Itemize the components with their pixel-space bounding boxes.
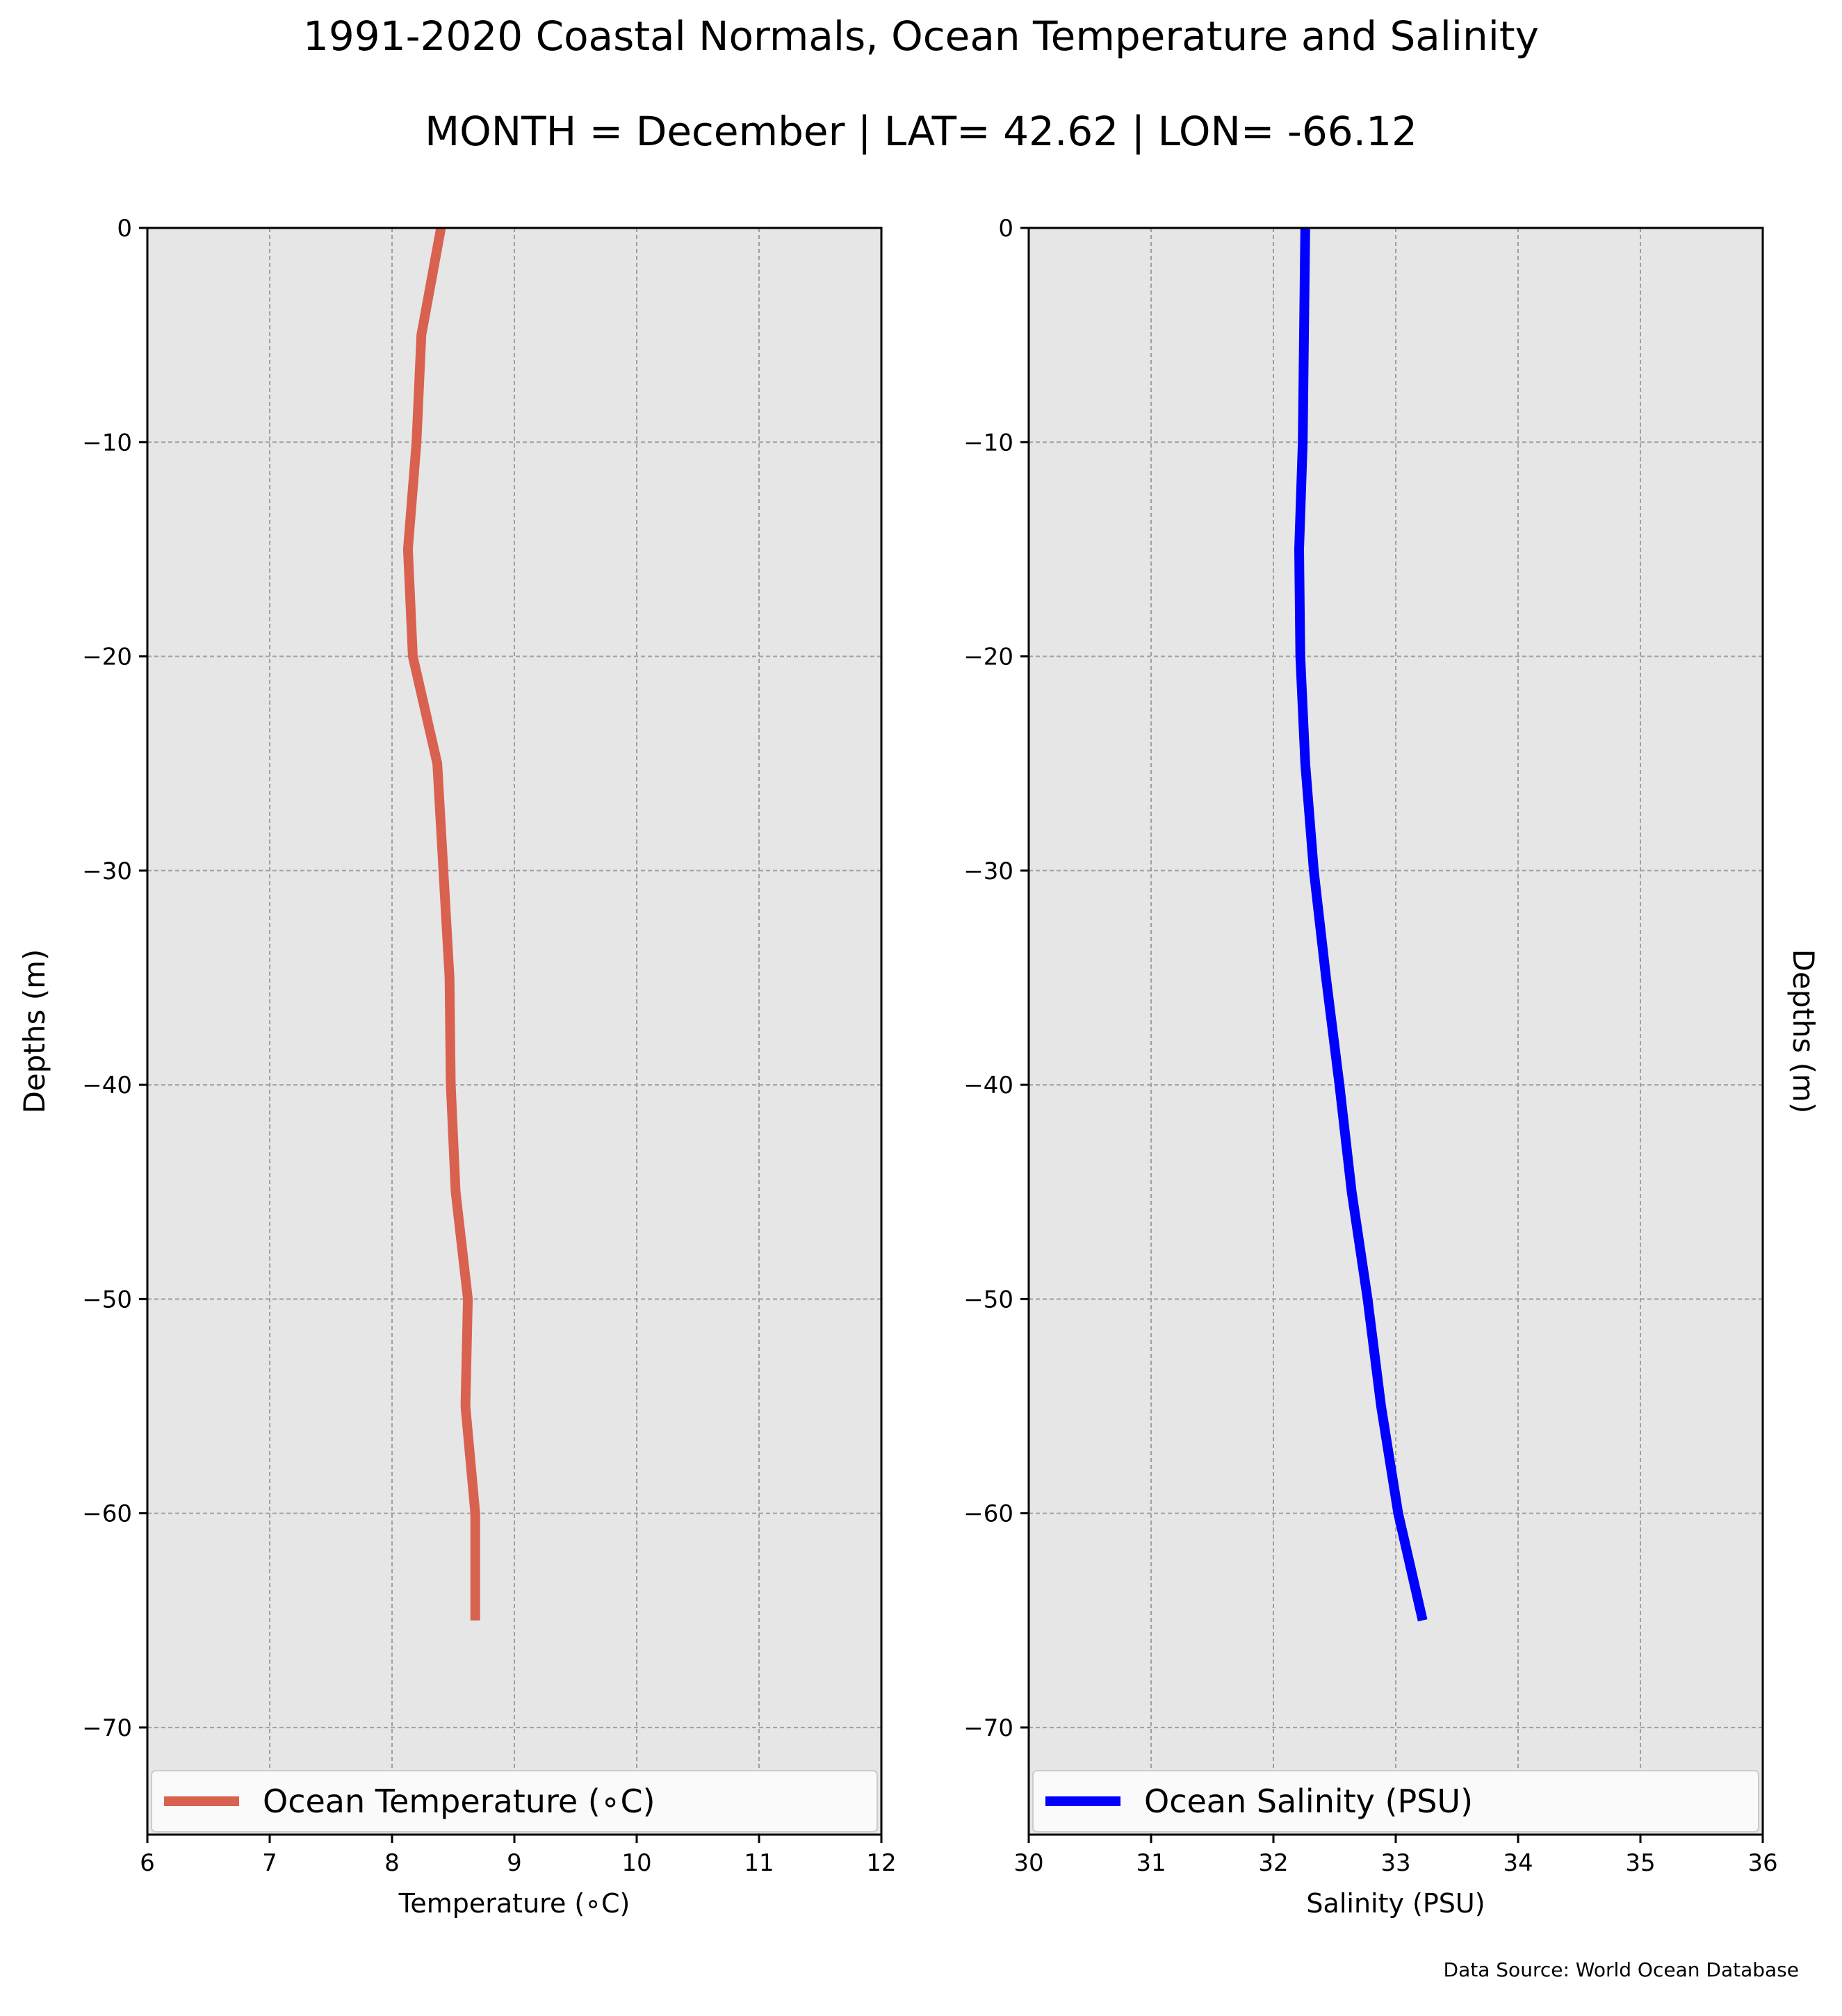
y-tick-label: −70 <box>963 1714 1013 1742</box>
x-axis-title: Temperature (∘C) <box>398 1888 630 1919</box>
legend-box <box>1032 1770 1759 1833</box>
y-tick-label: −10 <box>963 429 1013 457</box>
x-tick-label: 31 <box>1136 1849 1166 1877</box>
chart-panel-2: 30 31 32 33 34 35 36 0 −10 −20 −30 −40 −50 −60 −70 Sali… <box>963 215 1820 1919</box>
x-tick-label: 10 <box>621 1849 651 1877</box>
x-tick-label: 34 <box>1503 1849 1533 1877</box>
y-axis-title: Depths (m) <box>17 949 51 1114</box>
y-tick-label: −10 <box>82 429 132 457</box>
y-tick-label: −60 <box>963 1500 1013 1528</box>
x-tick-label: 9 <box>507 1849 522 1877</box>
x-tick-label: 6 <box>140 1849 155 1877</box>
x-tick-label: 8 <box>384 1849 400 1877</box>
y-axis-title: Depths (m) <box>1786 949 1820 1114</box>
data-source-note: Data Source: World Ocean Database <box>1443 1958 1799 1981</box>
legend-label: Ocean Temperature (∘C) <box>263 1783 655 1820</box>
chart-subtitle: MONTH = December | LAT= 42.62 | LON= -66… <box>425 108 1417 155</box>
legend-label: Ocean Salinity (PSU) <box>1144 1783 1473 1820</box>
x-tick-label: 32 <box>1258 1849 1288 1877</box>
y-tick-label: −20 <box>82 644 132 671</box>
x-tick-label: 11 <box>744 1849 774 1877</box>
chart-title: 1991-2020 Coastal Normals, Ocean Tempera… <box>303 13 1539 60</box>
series-line <box>1294 227 1428 1622</box>
legend: Ocean Salinity (PSU) <box>1032 1770 1759 1833</box>
x-tick-label: 36 <box>1747 1849 1777 1877</box>
y-tick-label: −40 <box>82 1072 132 1099</box>
x-tick-label: 33 <box>1380 1849 1410 1877</box>
y-tick-label: −50 <box>963 1286 1013 1313</box>
series-line <box>402 227 480 1621</box>
x-tick-label: 7 <box>262 1849 277 1877</box>
legend-box <box>151 1770 878 1833</box>
x-tick-label: 12 <box>866 1849 896 1877</box>
y-tick-label: −30 <box>82 858 132 885</box>
chart-panel-1: 6 7 8 9 10 11 12 0 −10 −20 −30 −40 −50 −60 −70 Temperat… <box>17 215 897 1919</box>
y-tick-label: −40 <box>963 1072 1013 1099</box>
x-tick-label: 35 <box>1625 1849 1655 1877</box>
y-tick-label: 0 <box>998 215 1013 243</box>
y-tick-label: −30 <box>963 858 1013 885</box>
y-tick-label: −50 <box>82 1286 132 1313</box>
y-tick-label: 0 <box>117 215 132 243</box>
y-tick-label: −70 <box>82 1714 132 1742</box>
x-axis-title: Salinity (PSU) <box>1306 1888 1485 1919</box>
x-tick-label: 30 <box>1013 1849 1043 1877</box>
y-tick-label: −60 <box>82 1500 132 1528</box>
legend: Ocean Temperature (∘C) <box>151 1770 878 1833</box>
y-tick-label: −20 <box>963 644 1013 671</box>
